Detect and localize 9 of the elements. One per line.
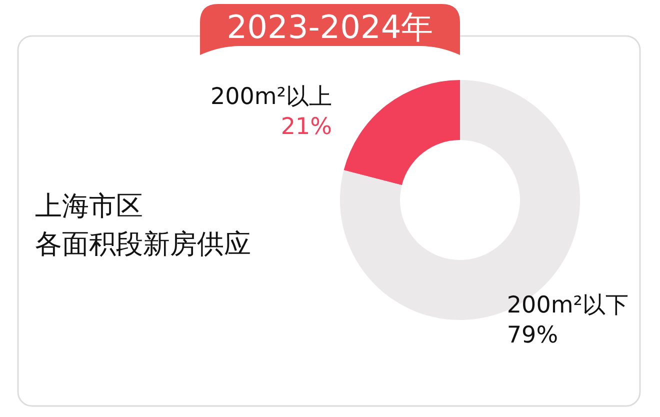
slice-label: 200m²以上 bbox=[210, 84, 332, 110]
donut-slice bbox=[344, 80, 460, 186]
text: 各面积段新房供应 bbox=[35, 229, 251, 260]
text: 上海市区 bbox=[35, 191, 143, 222]
donut-slice bbox=[340, 80, 580, 320]
slice-label: 200m²以下 bbox=[506, 292, 628, 319]
chart-title: 2023-2024年 bbox=[226, 8, 434, 46]
data-label: 79% bbox=[506, 322, 558, 349]
data-label: 21% bbox=[280, 114, 332, 140]
